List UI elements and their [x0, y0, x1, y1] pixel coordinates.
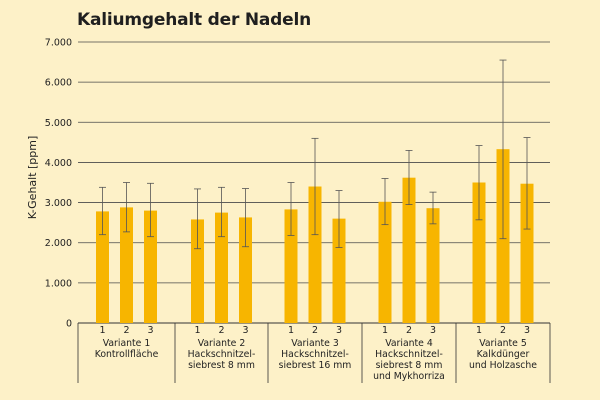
group-label: Variante 1: [103, 338, 151, 349]
x-tick-label: 1: [288, 325, 294, 336]
y-tick-label: 1.000: [45, 278, 72, 289]
x-tick-label: 1: [99, 325, 105, 336]
bar: [378, 201, 392, 323]
bar: [332, 218, 346, 323]
bar: [308, 186, 322, 323]
y-tick-label: 2.000: [45, 238, 72, 249]
group-label: Kontrollfläche: [95, 349, 159, 360]
bar: [96, 211, 109, 323]
x-tick-label: 2: [123, 325, 129, 336]
bar: [120, 207, 133, 323]
x-tick-label: 2: [312, 325, 318, 336]
chart-title: Kaliumgehalt der Nadeln: [77, 10, 311, 30]
x-tick-label: 3: [524, 325, 530, 336]
group-label: Kalkdünger: [477, 349, 530, 360]
bar: [191, 219, 204, 323]
group-label: Variante 4: [385, 338, 433, 349]
x-tick-label: 2: [406, 325, 412, 336]
x-tick-label: 1: [194, 325, 200, 336]
x-tick-label: 3: [430, 325, 436, 336]
group-label: siebrest 8 mm: [188, 360, 255, 371]
bar: [402, 177, 416, 323]
y-tick-label: 0: [66, 319, 72, 330]
x-tick-label: 3: [336, 325, 342, 336]
group-label: Hackschnitzel-: [281, 349, 349, 360]
group-label: Variante 2: [198, 338, 246, 349]
bar: [215, 212, 228, 323]
y-tick-label: 5.000: [45, 118, 72, 129]
y-tick-label: 7.000: [45, 38, 72, 49]
x-tick-label: 2: [500, 325, 506, 336]
group-label: siebrest 16 mm: [279, 360, 352, 371]
bar: [426, 208, 440, 323]
bar: [520, 183, 534, 323]
group-label: und Mykhorriza: [373, 371, 445, 382]
y-axis-label: K-Gehalt [ppm]: [26, 136, 39, 220]
y-tick-label: 4.000: [45, 158, 72, 169]
group-label: siebrest 8 mm: [376, 360, 443, 371]
bar: [472, 182, 486, 323]
x-tick-label: 3: [242, 325, 248, 336]
y-tick-label: 6.000: [45, 78, 72, 89]
x-tick-label: 1: [476, 325, 482, 336]
bar: [144, 210, 157, 323]
group-label: Variante 3: [291, 338, 339, 349]
y-tick-label: 3.000: [45, 198, 72, 209]
x-tick-label: 2: [218, 325, 224, 336]
x-tick-label: 3: [147, 325, 153, 336]
x-tick-label: 1: [382, 325, 388, 336]
group-label: Hackschnitzel-: [188, 349, 256, 360]
bar: [239, 217, 252, 323]
group-label: Variante 5: [479, 338, 527, 349]
bar: [284, 209, 298, 323]
group-label: und Holzasche: [469, 360, 537, 371]
group-label: Hackschnitzel-: [375, 349, 443, 360]
